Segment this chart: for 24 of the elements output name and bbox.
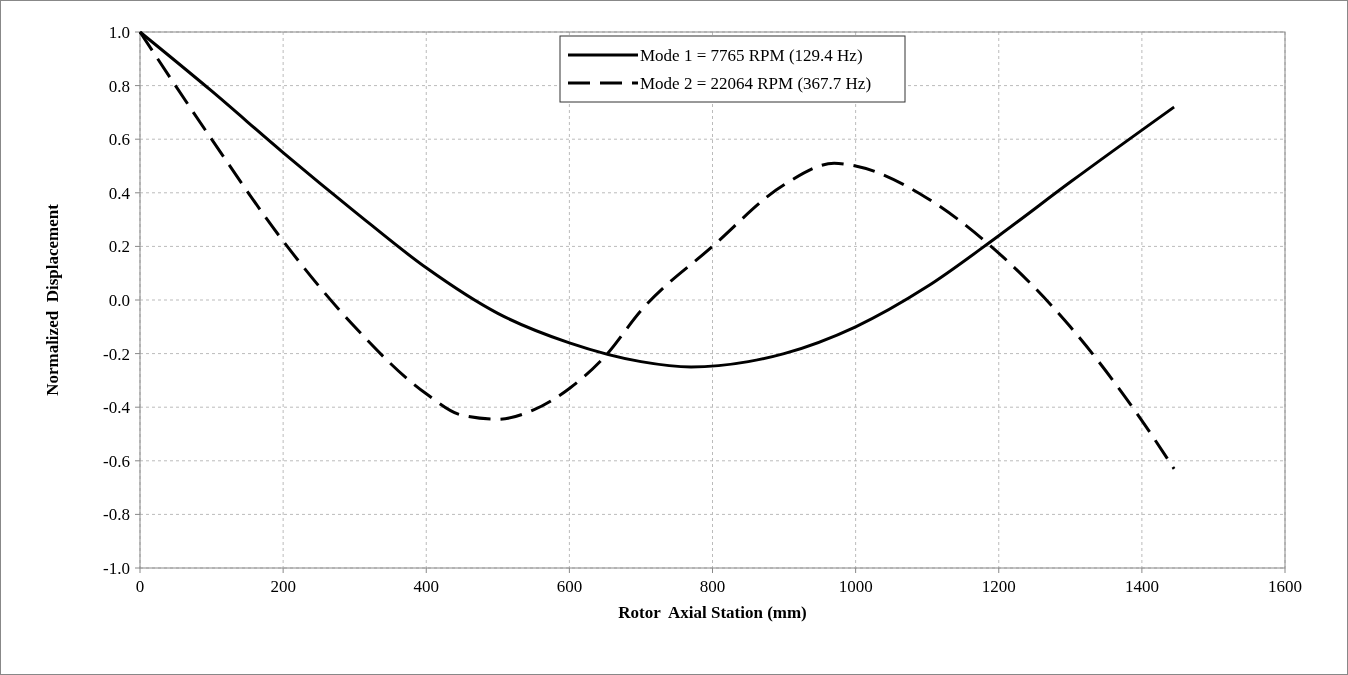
x-tick-label: 0 [135, 577, 145, 596]
x-axis-title: Rotor Axial Station (mm) [618, 603, 807, 622]
y-tick-label: -0.8 [103, 505, 130, 525]
y-tick-label: -0.4 [103, 398, 131, 418]
x-tick-label: 400 [413, 577, 439, 596]
x-tick-label: 1200 [981, 577, 1016, 596]
y-axis-title: Normalized Displacement [43, 203, 62, 396]
y-tick-label: 0.4 [108, 183, 131, 203]
y-tick-label: -1.0 [103, 559, 130, 578]
x-tick-label: 1600 [1268, 577, 1302, 596]
y-tick-label: 0.2 [108, 237, 130, 257]
y-tick-label: 0.6 [108, 130, 130, 150]
legend-label: Mode 2 = 22064 RPM (367.7 Hz) [640, 74, 872, 93]
x-tick-label: 800 [699, 577, 726, 596]
x-tick-label: 600 [556, 577, 583, 596]
x-tick-label: 1400 [1124, 577, 1159, 596]
y-tick-label: 0.0 [108, 291, 130, 310]
x-tick-label: 200 [270, 577, 296, 596]
y-tick-label: 1.0 [108, 23, 130, 42]
y-tick-label: -0.6 [103, 451, 130, 471]
y-tick-label: -0.2 [103, 344, 130, 364]
legend-label: Mode 1 = 7765 RPM (129.4 Hz) [640, 46, 863, 65]
y-tick-label: 0.8 [108, 76, 130, 96]
x-tick-label: 1000 [838, 577, 873, 596]
